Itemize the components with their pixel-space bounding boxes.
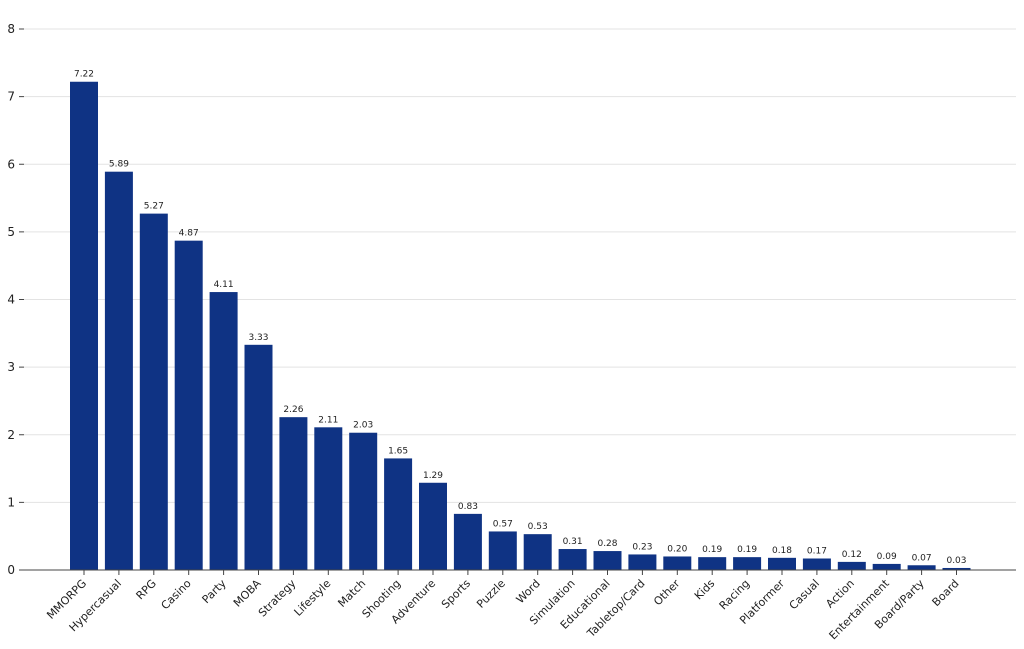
bar — [802, 558, 831, 570]
bar-value-label: 2.11 — [318, 415, 338, 425]
bar — [523, 534, 552, 570]
bar-value-label: 4.87 — [179, 229, 199, 239]
bar — [314, 427, 343, 570]
x-category-label: Casual — [787, 577, 822, 612]
bar — [837, 561, 866, 570]
bar-value-label: 2.03 — [353, 421, 373, 431]
bar-value-label: 1.65 — [388, 446, 408, 456]
bar-value-label: 0.03 — [946, 556, 966, 566]
y-tick-label: 3 — [7, 360, 15, 374]
bar — [104, 171, 133, 570]
bar — [139, 213, 168, 570]
y-tick-label: 1 — [7, 495, 15, 509]
bar-value-label: 3.33 — [248, 333, 268, 343]
x-category-label: MOBA — [231, 577, 264, 610]
x-category-label: Casino — [159, 577, 194, 612]
grid-lines — [24, 28, 1016, 503]
y-tick-label: 0 — [7, 563, 15, 577]
bar-value-label: 0.18 — [772, 546, 792, 556]
y-tick-label: 5 — [7, 225, 15, 239]
bar-value-label: 0.20 — [667, 544, 687, 554]
bar-value-label: 0.19 — [702, 545, 722, 555]
bar — [419, 482, 447, 570]
y-tick-label: 6 — [7, 157, 15, 171]
bar-value-label: 0.53 — [528, 522, 548, 532]
bar — [384, 458, 413, 570]
x-category-label: Sports — [439, 577, 473, 611]
bar-value-label: 2.26 — [283, 405, 303, 415]
bar-value-label: 0.31 — [563, 537, 583, 547]
bar-value-label: 4.11 — [214, 280, 234, 290]
bar-value-label: 7.22 — [74, 70, 94, 80]
bar — [907, 565, 936, 570]
bar-value-label: 0.83 — [458, 502, 478, 512]
x-category-label: Puzzle — [474, 577, 508, 611]
bars — [70, 81, 971, 570]
bar — [872, 563, 901, 570]
axes — [19, 28, 1016, 575]
x-category-label: Match — [335, 577, 368, 610]
x-category-label: Strategy — [256, 577, 299, 620]
bar — [558, 549, 587, 570]
x-category-label: Entertainment — [827, 576, 893, 642]
bar-value-label: 5.89 — [109, 160, 129, 170]
x-category-label: Other — [651, 577, 683, 609]
bar — [663, 556, 692, 570]
bar-value-label: 0.17 — [807, 547, 827, 557]
bar — [593, 551, 622, 570]
y-tick-label: 4 — [7, 293, 15, 307]
x-category-label: Action — [823, 577, 857, 611]
bar — [244, 344, 273, 570]
bar — [733, 557, 762, 570]
x-category-label: Word — [514, 577, 543, 606]
bar — [453, 513, 482, 570]
bar — [942, 567, 971, 570]
y-tick-label: 7 — [7, 90, 15, 104]
bar — [488, 531, 517, 570]
bar-value-label: 1.29 — [423, 471, 443, 481]
bar-value-label: 0.07 — [912, 553, 932, 563]
bar-value-label: 0.12 — [842, 550, 862, 560]
bar — [628, 554, 657, 570]
bar — [768, 557, 796, 570]
x-category-label: RPG — [134, 577, 159, 602]
bar — [698, 557, 727, 570]
x-category-label: Board — [930, 577, 962, 609]
bar — [209, 292, 238, 570]
bar — [70, 81, 98, 570]
x-category-label: Lifestyle — [292, 577, 334, 619]
bar — [174, 240, 203, 570]
x-category-label: Party — [200, 577, 229, 606]
bar — [349, 432, 378, 570]
bar-value-label: 0.57 — [493, 519, 513, 529]
bar — [279, 417, 308, 570]
y-tick-label: 8 — [7, 22, 15, 36]
bar-value-label: 5.27 — [144, 202, 164, 212]
y-tick-label: 2 — [7, 428, 15, 442]
bar-value-label: 0.23 — [632, 542, 652, 552]
bar-value-label: 0.09 — [877, 552, 897, 562]
bar-value-label: 0.19 — [737, 545, 757, 555]
bar-value-label: 0.28 — [597, 539, 617, 549]
x-category-label: Kids — [692, 577, 718, 603]
